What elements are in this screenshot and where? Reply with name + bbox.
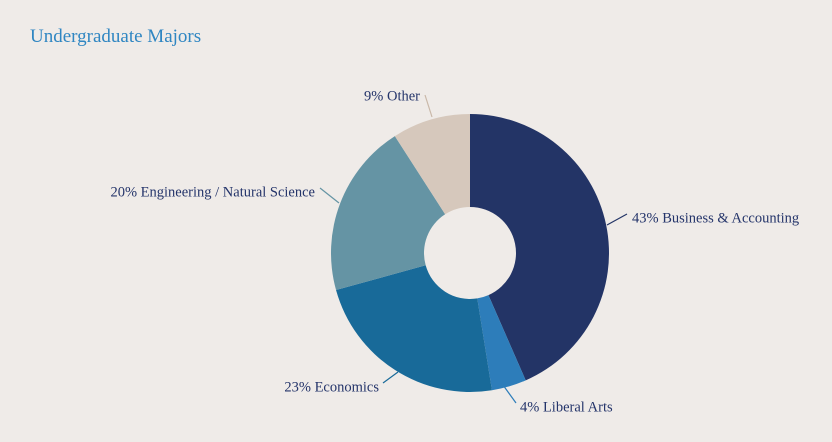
label-leader-lines xyxy=(319,94,628,404)
slice-label: 9% Other xyxy=(364,88,420,104)
leader-line xyxy=(502,384,517,404)
leader-line xyxy=(319,187,340,204)
leader-line xyxy=(606,213,628,226)
page-title: Undergraduate Majors xyxy=(30,26,202,47)
slice-label: 20% Engineering / Natural Science xyxy=(110,184,315,200)
donut-slice xyxy=(477,295,526,391)
donut-slice xyxy=(331,136,446,291)
donut-slice xyxy=(470,114,610,381)
slice-label: 43% Business & Accounting xyxy=(632,210,799,226)
donut-slice xyxy=(336,265,492,392)
slice-label: 23% Economics xyxy=(284,379,379,395)
leader-line xyxy=(424,94,433,118)
slice-label: 4% Liberal Arts xyxy=(520,399,613,415)
leader-line xyxy=(382,371,399,384)
slice-labels: 43% Business & Accounting 4% Liberal Arts… xyxy=(110,88,799,415)
donut-slices xyxy=(331,114,610,392)
donut-slice xyxy=(394,114,470,215)
